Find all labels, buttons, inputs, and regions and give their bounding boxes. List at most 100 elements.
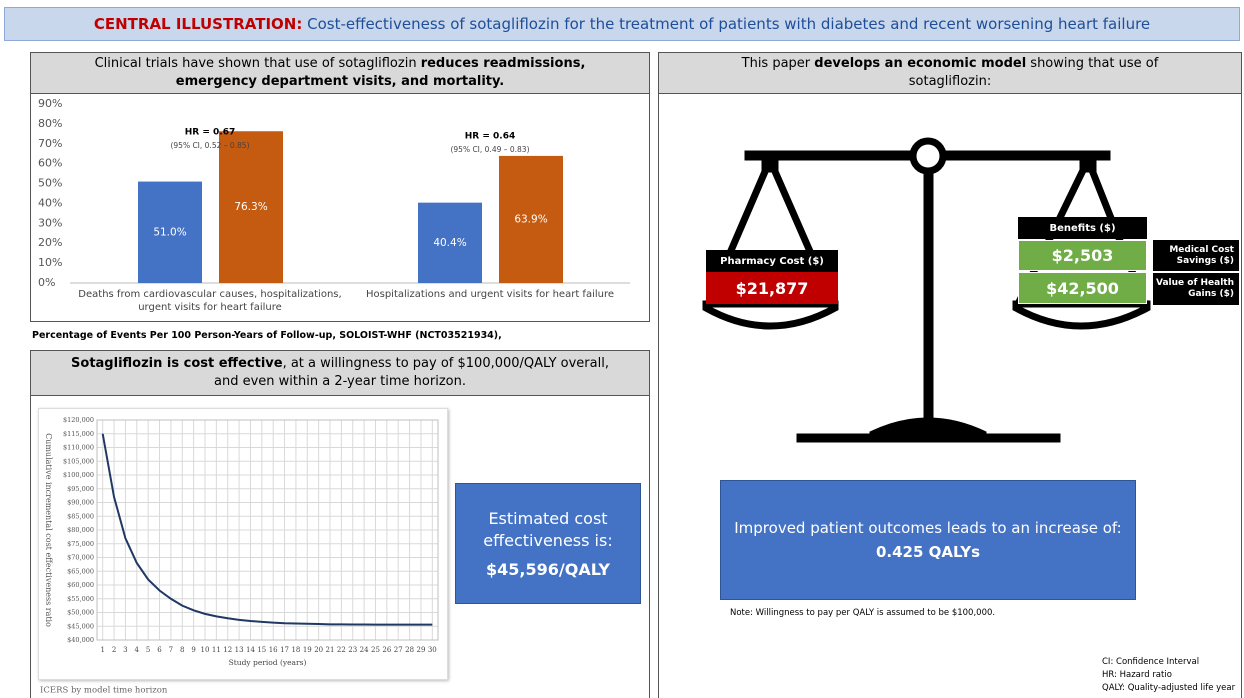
- hr-label: HR = 0.64: [465, 132, 515, 142]
- x-tick-label: 22: [337, 646, 346, 654]
- x-tick-label: 17: [280, 646, 289, 654]
- value-label: 63.9%: [514, 213, 547, 225]
- x-tick-label: 28: [405, 646, 414, 654]
- benefit-label: Medical Cost Savings ($): [1153, 240, 1239, 271]
- x-tick-label: 8: [180, 646, 184, 654]
- y-tick-label: $90,000: [67, 499, 94, 507]
- heading-before: This paper: [742, 56, 811, 71]
- y-tick-label: $65,000: [67, 567, 94, 575]
- header-title: Cost-effectiveness of sotagliflozin for …: [307, 15, 1150, 33]
- y-tick-label: 90%: [38, 97, 62, 110]
- model-heading: This paper develops an economic model sh…: [658, 52, 1242, 94]
- heading-emphasis: develops an economic model: [814, 56, 1026, 71]
- x-tick-label: 25: [371, 646, 380, 654]
- y-tick-label: $100,000: [63, 471, 94, 479]
- x-tick-label: 10: [201, 646, 210, 654]
- y-tick-label: $60,000: [67, 581, 94, 589]
- y-tick-label: $80,000: [67, 526, 94, 534]
- result-box: Estimated cost effectiveness is: $45,596…: [455, 483, 641, 604]
- benefits-label: Benefits ($): [1018, 217, 1147, 239]
- x-tick-label: 19: [303, 646, 312, 654]
- benefit-value: $42,500: [1018, 272, 1147, 304]
- abbreviations: CI: Confidence Interval HR: Hazard ratio…: [1102, 656, 1235, 695]
- x-tick-label: 12: [223, 646, 232, 654]
- category-label: Hospitalizations and urgent visits for h…: [355, 288, 625, 301]
- ci-label: (95% CI, 0.49 – 0.83): [450, 145, 529, 154]
- x-tick-label: 2: [112, 646, 116, 654]
- x-tick-label: 5: [146, 646, 150, 654]
- cost-heading: Sotagliflozin is cost effective, at a wi…: [30, 350, 650, 396]
- x-tick-label: 14: [246, 646, 255, 654]
- line-chart: $40,000 $45,000 $50,000 $55,000 $60,000 $65,0…: [38, 408, 448, 698]
- caption: ICERS by model time horizon: [40, 686, 168, 696]
- x-tick-label: 24: [360, 646, 369, 654]
- y-tick-label: 50%: [38, 177, 62, 190]
- y-tick-label: $105,000: [63, 457, 94, 465]
- y-tick-label: $40,000: [67, 636, 94, 644]
- heading-emphasis: Sotagliflozin is cost effective: [71, 356, 283, 371]
- outcome-value: 0.425 QALYs: [876, 543, 980, 561]
- value-label: 76.3%: [234, 201, 267, 213]
- y-tick-label: $55,000: [67, 595, 94, 603]
- post: [924, 172, 933, 427]
- infographic: CENTRAL ILLUSTRATION: Cost-effectiveness…: [0, 0, 1244, 698]
- value-label: 51.0%: [153, 226, 186, 238]
- y-tick-label: 60%: [38, 157, 62, 170]
- x-tick-label: 3: [123, 646, 127, 654]
- bar-chart: 0%10%20%30%40%50%60%70%80%90%51.0%76.3%H…: [30, 94, 650, 294]
- y-tick-label: 80%: [38, 117, 62, 130]
- x-tick-label: 30: [428, 646, 437, 654]
- x-tick-label: 21: [326, 646, 335, 654]
- y-tick-label: 30%: [38, 216, 62, 229]
- x-tick-label: 18: [291, 646, 300, 654]
- cost-value: $21,877: [706, 272, 838, 304]
- y-tick-label: $120,000: [63, 416, 94, 424]
- x-tick-label: 11: [212, 646, 221, 654]
- header: CENTRAL ILLUSTRATION: Cost-effectiveness…: [4, 7, 1240, 41]
- y-tick-label: $50,000: [67, 609, 94, 617]
- hr-label: HR = 0.67: [185, 128, 235, 138]
- y-tick-label: 10%: [38, 256, 62, 269]
- pivot: [913, 141, 943, 171]
- right-knob: [1080, 156, 1096, 172]
- y-tick-label: $45,000: [67, 622, 94, 630]
- x-tick-label: 15: [257, 646, 266, 654]
- x-axis-label: Study period (years): [229, 658, 307, 667]
- left-knob: [762, 156, 778, 172]
- abbreviation: CI: Confidence Interval: [1102, 656, 1235, 669]
- line: [103, 434, 433, 625]
- cost-label: Pharmacy Cost ($): [706, 250, 838, 272]
- x-tick-label: 20: [314, 646, 323, 654]
- x-tick-label: 4: [135, 646, 140, 654]
- y-tick-label: 70%: [38, 137, 62, 150]
- ci-label: (95% CI, 0.52 – 0.85): [170, 141, 249, 150]
- value-label: 40.4%: [433, 237, 466, 249]
- x-tick-label: 29: [416, 646, 425, 654]
- y-tick-label: $115,000: [63, 430, 94, 438]
- x-tick-label: 9: [191, 646, 195, 654]
- benefit-label: Value of Health Gains ($): [1153, 273, 1239, 305]
- y-tick-label: $95,000: [67, 485, 94, 493]
- note: Note: Willingness to pay per QALY is ass…: [730, 608, 995, 618]
- benefit-value: $2,503: [1018, 240, 1147, 271]
- header-label: CENTRAL ILLUSTRATION:: [94, 15, 302, 33]
- x-tick-label: 27: [394, 646, 403, 654]
- y-tick-label: 40%: [38, 196, 62, 209]
- abbreviation: QALY: Quality-adjusted life year: [1102, 682, 1235, 695]
- result-value: $45,596/QALY: [486, 560, 610, 579]
- abbreviation: HR: Hazard ratio: [1102, 669, 1235, 682]
- category-label: Deaths from cardiovascular causes, hospi…: [75, 288, 345, 314]
- result-text: Estimated cost effectiveness is:: [456, 508, 640, 552]
- x-tick-label: 1: [100, 646, 104, 654]
- y-tick-label: $85,000: [67, 512, 94, 520]
- x-tick-label: 13: [235, 646, 244, 654]
- y-tick-label: $70,000: [67, 554, 94, 562]
- outcome-text: Improved patient outcomes leads to an in…: [734, 519, 1121, 537]
- x-tick-label: 16: [269, 646, 278, 654]
- y-tick-label: 20%: [38, 236, 62, 249]
- x-tick-label: 26: [382, 646, 391, 654]
- right-pan: [1016, 304, 1147, 326]
- y-axis-label: Cumulative incremental cost effectivenes…: [44, 433, 53, 627]
- base: [797, 434, 1060, 442]
- x-tick-label: 7: [169, 646, 173, 654]
